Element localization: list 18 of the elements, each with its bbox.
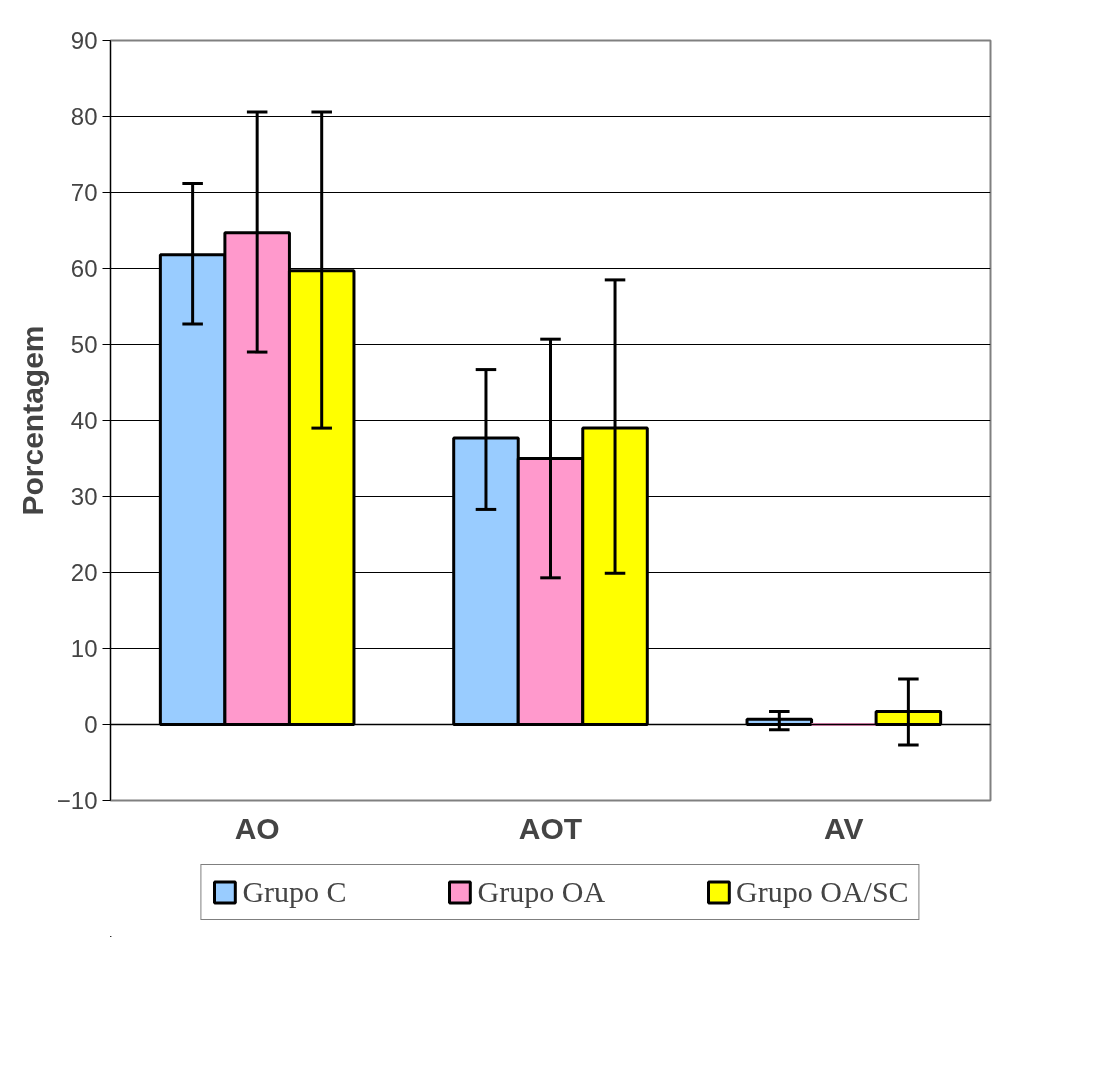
x-tick-label: AV bbox=[824, 811, 864, 845]
y-tick-label: 10 bbox=[70, 635, 98, 662]
y-tick-label: 60 bbox=[70, 255, 98, 282]
x-tick-label: AOT bbox=[518, 811, 583, 845]
y-tick-label: 40 bbox=[70, 407, 98, 434]
legend-label: Grupo C bbox=[242, 875, 347, 909]
y-tick-label: 90 bbox=[70, 27, 98, 54]
legend-label: Grupo OA bbox=[477, 875, 606, 909]
y-tick-label: 20 bbox=[70, 559, 98, 586]
y-tick-label: 30 bbox=[70, 483, 98, 510]
x-tick-label: AO bbox=[234, 811, 280, 845]
y-tick-label: 70 bbox=[70, 179, 98, 206]
y-tick-label: −10 bbox=[56, 787, 98, 814]
y-tick-label: 80 bbox=[70, 103, 98, 130]
y-axis-title: Porcentagem bbox=[15, 325, 49, 516]
y-tick-label: 0 bbox=[84, 711, 98, 738]
y-tick-label: 50 bbox=[70, 331, 98, 358]
legend-label: Grupo OA/SC bbox=[736, 875, 909, 909]
